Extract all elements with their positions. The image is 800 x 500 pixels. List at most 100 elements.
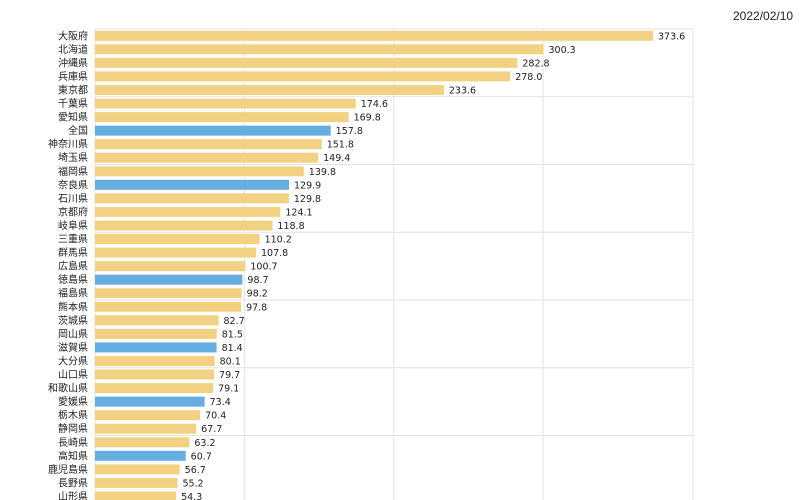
category-label: 高知県 bbox=[58, 449, 88, 462]
category-label: 鹿児島県 bbox=[48, 463, 88, 476]
category-label: 沖縄県 bbox=[58, 56, 88, 69]
value-label: 169.8 bbox=[354, 113, 381, 124]
bar bbox=[95, 125, 331, 136]
category-label: 奈良県 bbox=[58, 178, 88, 191]
category-label: 茨城県 bbox=[58, 314, 88, 327]
bar bbox=[95, 450, 186, 461]
category-label: 福島県 bbox=[58, 287, 88, 300]
value-label: 79.1 bbox=[218, 384, 239, 395]
category-label: 東京都 bbox=[58, 83, 88, 96]
category-label: 石川県 bbox=[58, 193, 88, 205]
bar bbox=[95, 84, 444, 95]
bar bbox=[95, 220, 273, 231]
category-label: 愛知県 bbox=[58, 111, 88, 124]
category-label: 大分県 bbox=[58, 354, 88, 367]
bar bbox=[95, 112, 349, 123]
bar bbox=[95, 179, 290, 190]
value-label: 82.7 bbox=[224, 316, 245, 327]
value-label: 100.7 bbox=[250, 262, 277, 273]
category-label: 三重県 bbox=[58, 233, 88, 246]
category-label: 全国 bbox=[68, 124, 88, 137]
bar bbox=[95, 193, 289, 204]
category-label: 山口県 bbox=[58, 369, 88, 381]
category-label: 徳島県 bbox=[58, 273, 88, 286]
value-label: 81.4 bbox=[222, 343, 243, 354]
category-label: 岡山県 bbox=[58, 328, 88, 340]
bar bbox=[95, 396, 205, 407]
bar bbox=[95, 152, 319, 163]
bar bbox=[95, 383, 214, 394]
category-label: 熊本県 bbox=[58, 300, 88, 313]
bar bbox=[95, 355, 215, 366]
bar bbox=[95, 491, 177, 500]
value-label: 149.4 bbox=[323, 153, 350, 164]
value-label: 60.7 bbox=[191, 451, 212, 462]
bar bbox=[95, 44, 544, 55]
bar bbox=[95, 301, 242, 312]
value-label: 129.9 bbox=[294, 180, 321, 191]
value-label: 79.7 bbox=[219, 370, 240, 381]
bar bbox=[95, 437, 190, 448]
bar bbox=[95, 410, 201, 421]
bar bbox=[95, 166, 304, 177]
bar bbox=[95, 477, 178, 488]
value-label: 282.8 bbox=[522, 58, 549, 69]
category-label: 千葉県 bbox=[58, 97, 88, 110]
category-label: 大阪府 bbox=[58, 29, 88, 42]
date-label: 2022/02/10 bbox=[733, 9, 794, 23]
value-label: 300.3 bbox=[549, 45, 576, 56]
category-label: 神奈川県 bbox=[48, 138, 88, 151]
value-label: 54.3 bbox=[181, 492, 202, 500]
bar bbox=[95, 342, 217, 353]
value-label: 278.0 bbox=[515, 72, 542, 83]
bar bbox=[95, 206, 281, 217]
value-label: 139.8 bbox=[309, 167, 336, 178]
value-label: 98.2 bbox=[247, 289, 268, 300]
bar bbox=[95, 247, 257, 258]
value-label: 373.6 bbox=[658, 31, 685, 42]
bar bbox=[95, 71, 511, 82]
bar bbox=[95, 464, 180, 475]
bar bbox=[95, 315, 219, 326]
value-label: 67.7 bbox=[201, 424, 222, 435]
value-label: 151.8 bbox=[327, 140, 354, 151]
value-label: 98.7 bbox=[247, 275, 268, 286]
bar bbox=[95, 57, 518, 68]
value-label: 80.1 bbox=[220, 356, 241, 367]
value-label: 97.8 bbox=[246, 302, 267, 313]
category-label: 愛媛県 bbox=[58, 395, 88, 408]
bar bbox=[95, 139, 322, 150]
value-label: 81.5 bbox=[222, 329, 243, 340]
category-label: 広島県 bbox=[58, 260, 88, 273]
bar bbox=[95, 328, 217, 339]
category-label: 和歌山県 bbox=[48, 382, 88, 395]
bar bbox=[95, 369, 215, 380]
bar bbox=[95, 30, 653, 41]
bar bbox=[95, 288, 242, 299]
value-label: 56.7 bbox=[185, 465, 206, 476]
category-label: 群馬県 bbox=[58, 246, 88, 259]
bar bbox=[95, 234, 260, 245]
category-label: 北海道 bbox=[58, 43, 88, 56]
value-label: 73.4 bbox=[210, 397, 231, 408]
value-label: 70.4 bbox=[205, 411, 226, 422]
category-label: 静岡県 bbox=[58, 422, 88, 435]
bar bbox=[95, 423, 197, 434]
value-label: 157.8 bbox=[336, 126, 363, 137]
category-label: 埼玉県 bbox=[58, 151, 88, 164]
value-label: 118.8 bbox=[277, 221, 304, 232]
category-label: 兵庫県 bbox=[58, 70, 88, 83]
category-label: 福岡県 bbox=[58, 165, 88, 178]
category-label: 京都府 bbox=[58, 205, 88, 218]
bar bbox=[95, 274, 243, 285]
category-label: 長野県 bbox=[58, 477, 88, 489]
category-label: 山形県 bbox=[58, 491, 88, 500]
value-label: 174.6 bbox=[361, 99, 388, 110]
value-label: 107.8 bbox=[261, 248, 288, 259]
category-label: 岐阜県 bbox=[58, 219, 88, 232]
bar bbox=[95, 261, 246, 272]
category-label: 滋賀県 bbox=[58, 341, 88, 354]
bar bbox=[95, 98, 356, 109]
category-label: 栃木県 bbox=[58, 409, 88, 422]
